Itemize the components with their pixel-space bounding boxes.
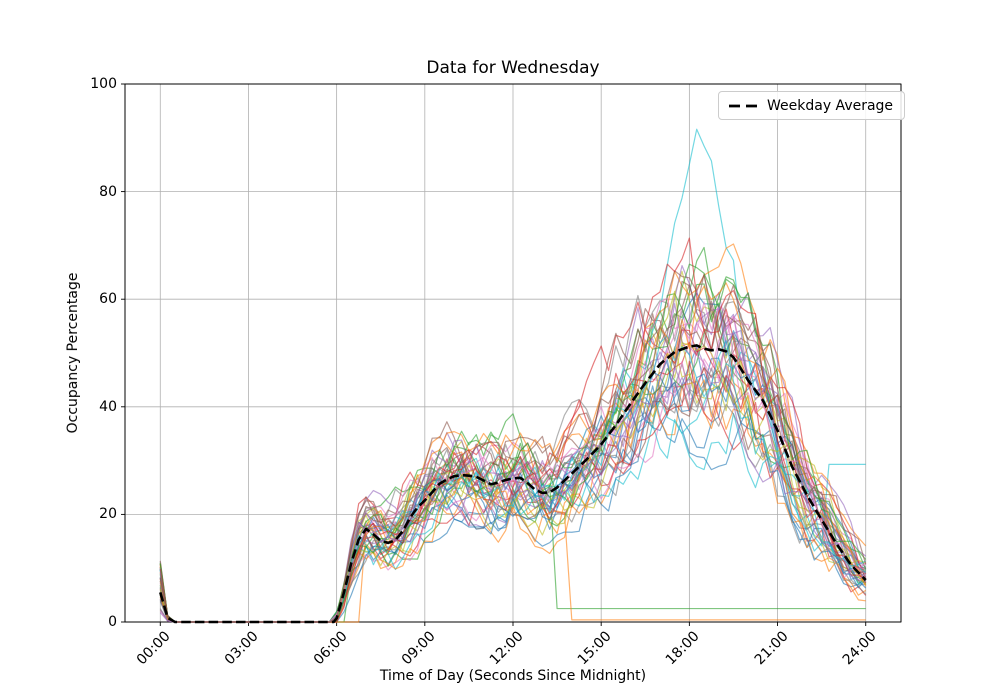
chart-title: Data for Wednesday xyxy=(426,58,600,78)
y-axis-label: Occupancy Percentage xyxy=(65,272,81,434)
legend: Weekday Average xyxy=(718,91,906,120)
x-axis-label: Time of Day (Seconds Since Midnight) xyxy=(379,668,647,684)
legend-label: Weekday Average xyxy=(767,97,894,114)
legend-dashed-line-icon xyxy=(729,104,757,107)
